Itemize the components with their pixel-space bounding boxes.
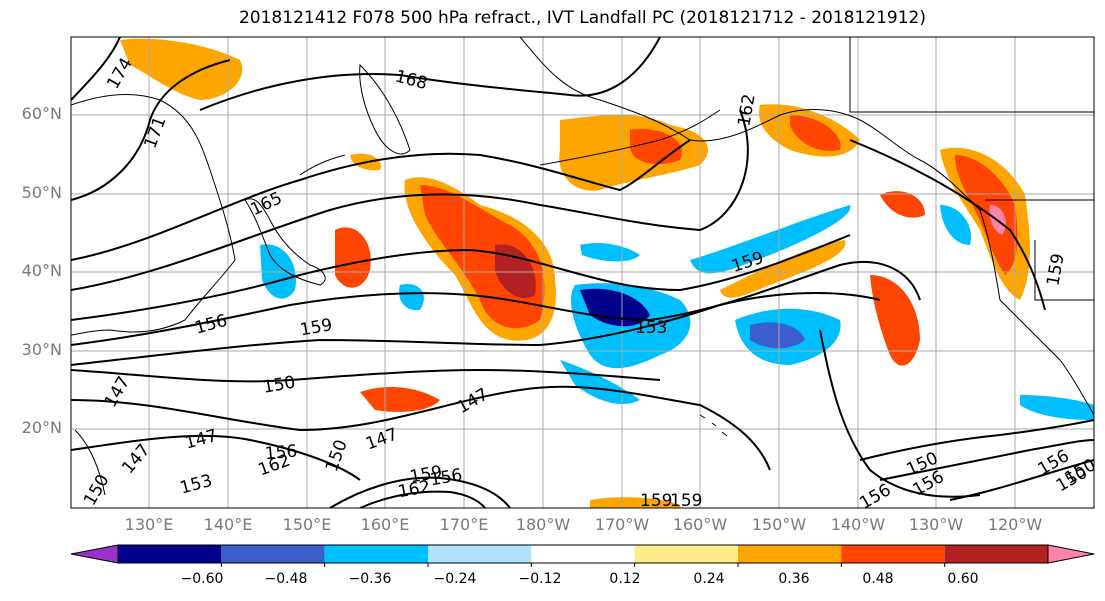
positive-anomaly-patch	[955, 155, 1018, 275]
negative-anomaly-patch	[1020, 395, 1094, 420]
colorbar-tick: −0.48	[264, 571, 308, 587]
contour-label: 153	[635, 318, 667, 338]
aleutian-islands	[539, 109, 721, 166]
positive-anomaly-patch	[495, 244, 536, 299]
negative-anomaly-patch	[580, 288, 650, 327]
japan-coastline	[244, 198, 326, 286]
colorbar-tick: 0.48	[862, 571, 894, 587]
lon-label: 150°E	[282, 515, 332, 534]
contour-label: 156	[264, 442, 298, 465]
positive-anomaly-patch	[120, 38, 243, 100]
lon-label: 160°W	[672, 515, 728, 534]
lat-label: 60°N	[21, 104, 62, 123]
lat-label: 30°N	[21, 340, 62, 359]
lon-label: 120°W	[987, 515, 1043, 534]
negative-anomaly-patch	[750, 322, 805, 349]
colorbar-tick: 0.12	[609, 571, 641, 587]
contour-label: 159	[640, 491, 672, 511]
coastlines	[71, 37, 1094, 496]
colorbar-tick: −0.60	[180, 571, 224, 587]
lat-label: 20°N	[21, 418, 62, 437]
contour-159b	[849, 139, 1046, 311]
contour-174	[71, 37, 121, 101]
us-states-border	[1034, 240, 1094, 301]
colorbar-tick: 0.24	[693, 571, 725, 587]
positive-anomaly-patch	[720, 240, 846, 298]
lon-label: 140°E	[203, 515, 253, 534]
lon-label: 170°W	[594, 515, 650, 534]
positive-anomaly-patch	[360, 386, 440, 412]
negative-anomaly-patch	[399, 284, 424, 311]
positive-anomaly-patch	[590, 497, 680, 508]
negative-anomaly-patch	[690, 205, 851, 274]
contour-156	[71, 260, 921, 346]
contour-150b	[859, 419, 1094, 461]
contour-lines	[71, 37, 1094, 508]
lon-label: 160°E	[360, 515, 410, 534]
contour-171	[71, 59, 231, 201]
canada-border	[849, 37, 1094, 113]
positive-anomaly-patch	[870, 275, 920, 366]
negative-anomaly-patch	[580, 243, 640, 262]
kamchatka-coastline	[359, 63, 411, 155]
hawaii-islands	[699, 414, 728, 437]
lon-label: 140°W	[830, 515, 886, 534]
colorbar-tick: −0.36	[348, 571, 392, 587]
negative-anomaly-patch	[560, 360, 640, 405]
lon-label: 170°E	[439, 515, 489, 534]
positive-anomaly-patch	[335, 227, 371, 288]
shading-layer	[120, 38, 1094, 508]
negative-anomaly-patch	[940, 205, 971, 245]
contour-159	[71, 234, 851, 321]
colorbar-tick: 0.60	[947, 571, 979, 587]
lat-label: 40°N	[21, 261, 62, 280]
colorbar-tick: −0.24	[433, 571, 477, 587]
contour-165	[71, 139, 691, 261]
lat-label: 50°N	[21, 183, 62, 202]
contour-159c	[819, 329, 981, 498]
philippines-coastline	[74, 429, 106, 496]
positive-anomaly-patch	[790, 115, 841, 151]
contour-closed-sub	[329, 476, 511, 508]
contour-closed-sub2	[359, 490, 486, 508]
lon-label: 150°W	[751, 515, 807, 534]
lon-label: 130°E	[124, 515, 174, 534]
contour-168	[199, 37, 661, 111]
map-title: 2018121412 F078 500 hPa refract., IVT La…	[238, 8, 926, 28]
contour-162	[71, 109, 749, 291]
contour-150	[71, 368, 661, 383]
contour-147b	[71, 434, 361, 481]
colorbar-tick: −0.12	[518, 571, 562, 587]
contour-label: 159	[670, 491, 702, 511]
positive-anomaly-patch	[880, 191, 925, 218]
alaska-coastline	[519, 37, 1094, 416]
lon-label: 130°W	[908, 515, 964, 534]
contour-147	[71, 385, 771, 471]
kuril-islands	[299, 154, 346, 176]
lon-label: 180°W	[515, 515, 571, 534]
colorbar-tick: 0.36	[778, 571, 810, 587]
graticule	[71, 37, 1094, 508]
contour-153	[71, 292, 881, 366]
contour-153b	[879, 439, 1094, 481]
